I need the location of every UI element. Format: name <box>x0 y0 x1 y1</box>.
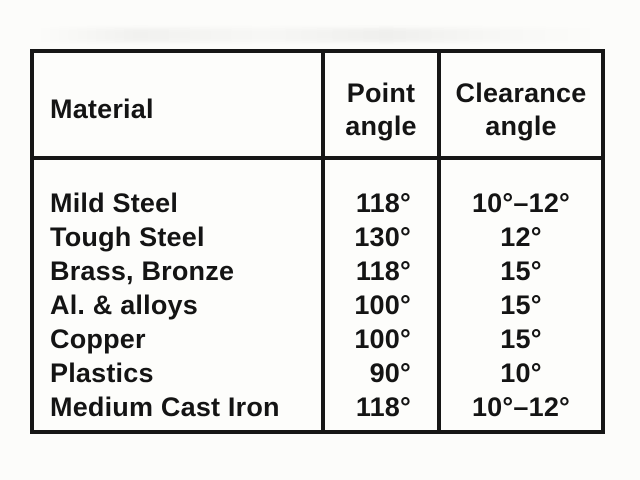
table-cell-point-angle: 118° <box>355 256 411 286</box>
column-point-angle: 118° 130° 118° 100° 100° 90° 118° <box>321 160 437 430</box>
column-clearance-angle: 10°–12° 12° 15° 15° 15° 10° 10°–12° <box>437 160 601 430</box>
drill-angle-table: Material Point angle Clearance angle Mil… <box>30 49 605 434</box>
table-cell-point-angle: 130° <box>354 222 411 252</box>
scan-smudge <box>36 28 602 42</box>
column-material: Mild Steel Tough Steel Brass, Bronze Al.… <box>34 160 321 430</box>
header-material-label: Material <box>50 94 154 124</box>
table-cell-point-angle: 118° <box>355 188 411 218</box>
table-cell-clearance-angle: 15° <box>500 324 542 354</box>
table-cell-point-angle: 100° <box>354 324 411 354</box>
table-cell-material: Mild Steel <box>50 188 179 218</box>
table-cell-clearance-angle: 10° <box>500 358 542 388</box>
header-clearance-angle-label: Clearance angle <box>455 77 587 141</box>
table-cell-material: Brass, Bronze <box>50 256 235 286</box>
table-cell-clearance-angle: 10°–12° <box>471 392 571 422</box>
table-cell-clearance-angle: 12° <box>500 222 542 252</box>
table-cell-material: Medium Cast Iron <box>50 392 280 422</box>
header-point-angle-label: Point angle <box>345 77 417 141</box>
table-cell-material: Tough Steel <box>50 222 205 252</box>
table-cell-clearance-angle: 15° <box>500 256 542 286</box>
table-cell-material: Plastics <box>50 358 154 388</box>
table-cell-clearance-angle: 15° <box>500 290 542 320</box>
header-point-angle: Point angle <box>321 53 437 160</box>
table-cell-point-angle: 90° <box>369 358 411 388</box>
table-cell-point-angle: 118° <box>355 392 411 422</box>
header-clearance-angle: Clearance angle <box>437 53 601 160</box>
table-cell-material: Copper <box>50 324 146 354</box>
table-cell-point-angle: 100° <box>354 290 411 320</box>
table-cell-clearance-angle: 10°–12° <box>471 188 571 218</box>
header-material: Material <box>34 53 321 160</box>
table-cell-material: Al. & alloys <box>50 290 198 320</box>
